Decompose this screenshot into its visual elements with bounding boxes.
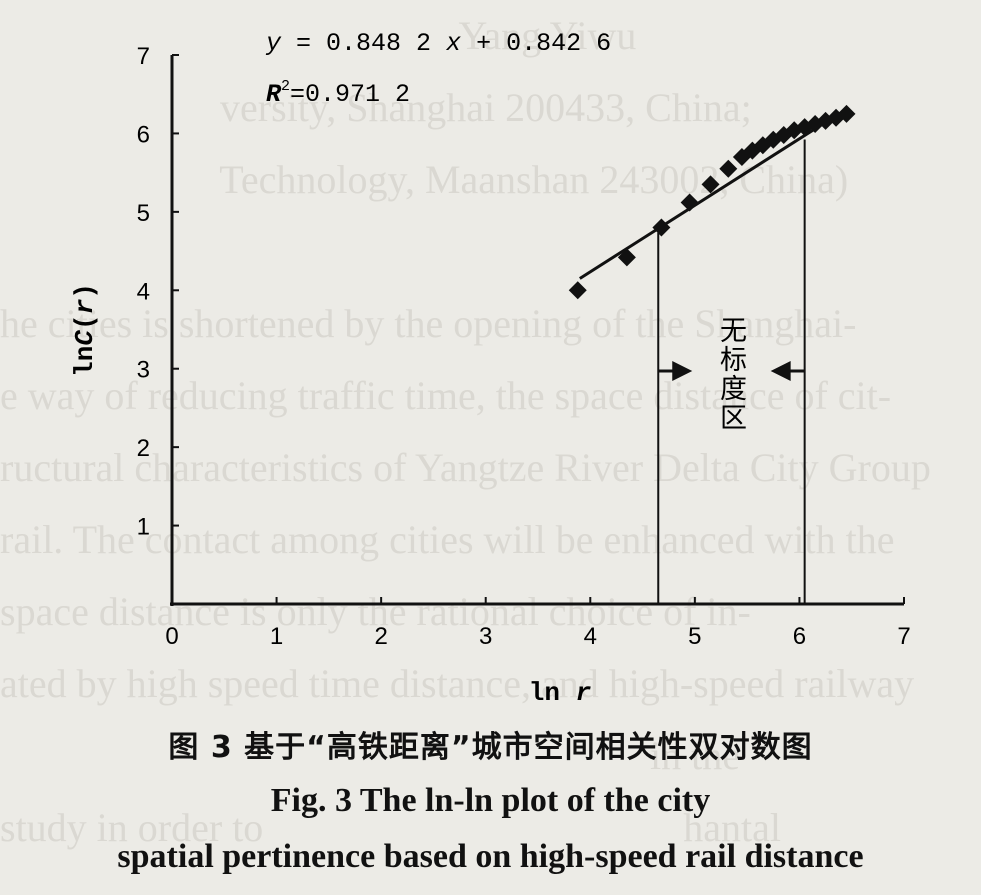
y-tick-label: 5 [137, 200, 150, 227]
y-tick-label: 6 [137, 121, 150, 148]
data-point [701, 175, 720, 194]
caption-english-line-2: spatial pertinence based on high-speed r… [117, 838, 864, 875]
y-tick-label: 3 [137, 357, 150, 384]
y-axis-label: lnC(r) [70, 283, 100, 377]
scaleless-zone-label-char: 无 [720, 316, 747, 347]
tick-labels: 0 1 2 3 4 5 6 7 1 2 3 4 5 6 7 [137, 43, 911, 650]
x-tick-label: 6 [793, 623, 806, 650]
y-tick-label: 1 [137, 514, 150, 541]
y-tick-label: 4 [137, 278, 150, 305]
data-point [719, 159, 738, 178]
x-axis-label: ln r [529, 678, 592, 708]
data-point [652, 218, 671, 237]
y-tick-label: 7 [137, 43, 150, 70]
zone-left-arrow-head [672, 361, 693, 381]
caption-english-line-1: Fig. 3 The ln-ln plot of the city [270, 782, 711, 819]
equation-group: y = 0.848 2 x + 0.842 6 R2=0.971 2 [265, 29, 611, 109]
fit-line-group [579, 117, 832, 280]
y-tick-label: 2 [137, 435, 150, 462]
x-tick-label: 3 [479, 623, 492, 650]
data-point [837, 104, 856, 123]
axes [170, 54, 905, 606]
r-squared: R2=0.971 2 [266, 78, 410, 109]
data-points [568, 104, 856, 300]
data-point [568, 281, 587, 300]
x-tick-label: 4 [584, 623, 597, 650]
data-point [680, 193, 699, 212]
scaleless-zone-label-char: 区 [720, 403, 747, 434]
x-tick-label: 2 [374, 623, 387, 650]
zone-right-arrow-head [770, 361, 791, 381]
data-point [617, 248, 636, 267]
x-tick-label: 5 [688, 623, 701, 650]
scaleless-zone-label-char: 度 [720, 374, 747, 405]
x-tick-label: 0 [165, 623, 178, 650]
x-tick-label: 7 [897, 623, 910, 650]
x-tick-label: 1 [270, 623, 283, 650]
caption-chinese: 图 3 基于“高铁距离”城市空间相关性双对数图 [168, 730, 813, 765]
equation: y = 0.848 2 x + 0.842 6 [265, 29, 611, 58]
fit-line [579, 117, 832, 280]
scaleless-zone-label-char: 标 [720, 345, 747, 376]
